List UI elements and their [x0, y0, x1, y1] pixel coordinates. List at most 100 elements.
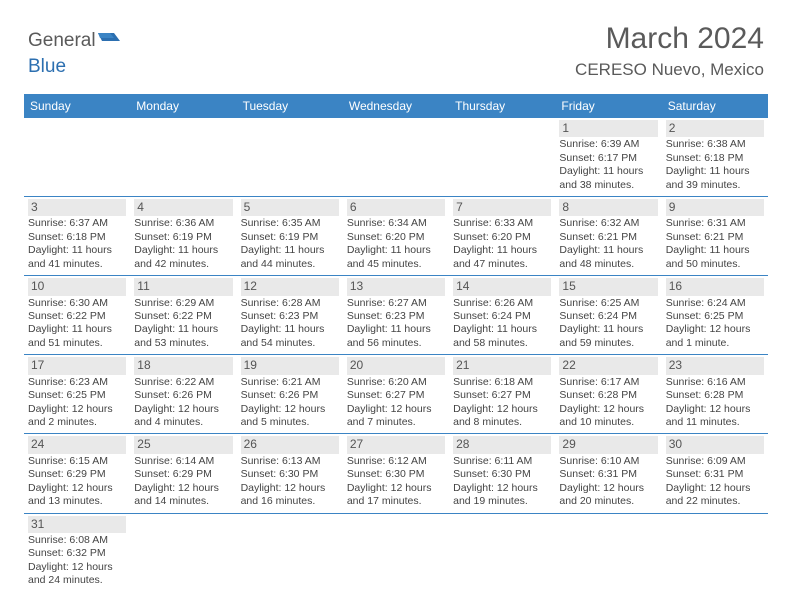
weekday-header: Friday [555, 94, 661, 118]
daylight-text: Daylight: 12 hours and 8 minutes. [453, 403, 551, 430]
sunrise-text: Sunrise: 6:10 AM [559, 455, 657, 468]
calendar-cell: 24Sunrise: 6:15 AMSunset: 6:29 PMDayligh… [24, 434, 130, 513]
sunrise-text: Sunrise: 6:26 AM [453, 297, 551, 310]
weekday-header: Thursday [449, 94, 555, 118]
calendar-row: 10Sunrise: 6:30 AMSunset: 6:22 PMDayligh… [24, 276, 768, 355]
daylight-text: Daylight: 11 hours and 48 minutes. [559, 244, 657, 271]
daylight-text: Daylight: 12 hours and 16 minutes. [241, 482, 339, 509]
calendar-cell [130, 118, 236, 197]
calendar-cell: 16Sunrise: 6:24 AMSunset: 6:25 PMDayligh… [662, 276, 768, 355]
weekday-header: Wednesday [343, 94, 449, 118]
sunrise-text: Sunrise: 6:09 AM [666, 455, 764, 468]
sunrise-text: Sunrise: 6:14 AM [134, 455, 232, 468]
calendar-cell: 28Sunrise: 6:11 AMSunset: 6:30 PMDayligh… [449, 434, 555, 513]
calendar-cell: 2Sunrise: 6:38 AMSunset: 6:18 PMDaylight… [662, 118, 768, 197]
day-number: 29 [559, 436, 657, 453]
calendar-body: 1Sunrise: 6:39 AMSunset: 6:17 PMDaylight… [24, 118, 768, 592]
calendar-cell: 12 Sunrise: 6:28 AMSunset: 6:23 PMDayligh… [237, 276, 343, 355]
calendar-cell: 13Sunrise: 6:27 AMSunset: 6:23 PMDayligh… [343, 276, 449, 355]
calendar-cell [237, 513, 343, 592]
calendar-cell [343, 513, 449, 592]
day-number: 9 [666, 199, 764, 216]
day-number: 10 [28, 278, 126, 295]
calendar-table: Sunday Monday Tuesday Wednesday Thursday… [24, 94, 768, 592]
sunset-text: Sunset: 6:24 PM [453, 310, 551, 323]
sunset-text: Sunset: 6:26 PM [134, 389, 232, 402]
day-number: 25 [134, 436, 232, 453]
calendar-cell: 8Sunrise: 6:32 AMSunset: 6:21 PMDaylight… [555, 197, 661, 276]
day-number: 30 [666, 436, 764, 453]
day-number: 27 [347, 436, 445, 453]
sunset-text: Sunset: 6:21 PM [666, 231, 764, 244]
header: General March 2024 CERESO Nuevo, Mexico [0, 0, 792, 88]
calendar-cell: 17Sunrise: 6:23 AMSunset: 6:25 PMDayligh… [24, 355, 130, 434]
daylight-text: Daylight: 12 hours and 5 minutes. [241, 403, 339, 430]
sunset-text: Sunset: 6:24 PM [559, 310, 657, 323]
daylight-text: Daylight: 12 hours and 13 minutes. [28, 482, 126, 509]
daylight-text: Daylight: 11 hours and 59 minutes. [559, 323, 657, 350]
day-number: 26 [241, 436, 339, 453]
daylight-text: Daylight: 12 hours and 11 minutes. [666, 403, 764, 430]
day-number: 20 [347, 357, 445, 374]
calendar-cell: 6Sunrise: 6:34 AMSunset: 6:20 PMDaylight… [343, 197, 449, 276]
sunrise-text: Sunrise: 6:37 AM [28, 217, 126, 230]
sunset-text: Sunset: 6:25 PM [28, 389, 126, 402]
sunset-text: Sunset: 6:29 PM [28, 468, 126, 481]
day-number: 12 [241, 278, 339, 295]
daylight-text: Daylight: 12 hours and 4 minutes. [134, 403, 232, 430]
daylight-text: Daylight: 11 hours and 44 minutes. [241, 244, 339, 271]
sunset-text: Sunset: 6:22 PM [134, 310, 232, 323]
calendar-cell: 29Sunrise: 6:10 AMSunset: 6:31 PMDayligh… [555, 434, 661, 513]
sunrise-text: Sunrise: 6:28 AM [241, 297, 339, 310]
daylight-text: Daylight: 12 hours and 24 minutes. [28, 561, 126, 588]
calendar-cell: 19Sunrise: 6:21 AMSunset: 6:26 PMDayligh… [237, 355, 343, 434]
daylight-text: Daylight: 11 hours and 56 minutes. [347, 323, 445, 350]
daylight-text: Daylight: 11 hours and 41 minutes. [28, 244, 126, 271]
title-block: March 2024 CERESO Nuevo, Mexico [575, 22, 764, 80]
sunrise-text: Sunrise: 6:23 AM [28, 376, 126, 389]
daylight-text: Daylight: 12 hours and 14 minutes. [134, 482, 232, 509]
sunset-text: Sunset: 6:20 PM [453, 231, 551, 244]
day-number: 22 [559, 357, 657, 374]
daylight-text: Daylight: 11 hours and 53 minutes. [134, 323, 232, 350]
calendar-cell: 9Sunrise: 6:31 AMSunset: 6:21 PMDaylight… [662, 197, 768, 276]
day-number: 3 [28, 199, 126, 216]
day-number: 8 [559, 199, 657, 216]
weekday-header-row: Sunday Monday Tuesday Wednesday Thursday… [24, 94, 768, 118]
sunset-text: Sunset: 6:31 PM [666, 468, 764, 481]
calendar-cell [343, 118, 449, 197]
calendar-cell: 23Sunrise: 6:16 AMSunset: 6:28 PMDayligh… [662, 355, 768, 434]
day-number: 23 [666, 357, 764, 374]
calendar-cell: 20Sunrise: 6:20 AMSunset: 6:27 PMDayligh… [343, 355, 449, 434]
brand-logo: General [28, 30, 120, 52]
sunset-text: Sunset: 6:23 PM [241, 310, 339, 323]
sunrise-text: Sunrise: 6:29 AM [134, 297, 232, 310]
day-number: 17 [28, 357, 126, 374]
calendar-cell [237, 118, 343, 197]
daylight-text: Daylight: 11 hours and 54 minutes. [241, 323, 339, 350]
sunrise-text: Sunrise: 6:24 AM [666, 297, 764, 310]
day-number: 16 [666, 278, 764, 295]
daylight-text: Daylight: 12 hours and 22 minutes. [666, 482, 764, 509]
calendar-cell: 11Sunrise: 6:29 AMSunset: 6:22 PMDayligh… [130, 276, 236, 355]
calendar-row: 3Sunrise: 6:37 AMSunset: 6:18 PMDaylight… [24, 197, 768, 276]
day-number: 13 [347, 278, 445, 295]
sunrise-text: Sunrise: 6:16 AM [666, 376, 764, 389]
calendar-cell: 3Sunrise: 6:37 AMSunset: 6:18 PMDaylight… [24, 197, 130, 276]
sunset-text: Sunset: 6:21 PM [559, 231, 657, 244]
sunset-text: Sunset: 6:32 PM [28, 547, 126, 560]
day-number: 21 [453, 357, 551, 374]
sunrise-text: Sunrise: 6:36 AM [134, 217, 232, 230]
daylight-text: Daylight: 11 hours and 38 minutes. [559, 165, 657, 192]
day-number: 1 [559, 120, 657, 137]
calendar-cell [662, 513, 768, 592]
weekday-header: Saturday [662, 94, 768, 118]
sunrise-text: Sunrise: 6:25 AM [559, 297, 657, 310]
day-number: 2 [666, 120, 764, 137]
calendar-cell: 18Sunrise: 6:22 AMSunset: 6:26 PMDayligh… [130, 355, 236, 434]
calendar-cell [24, 118, 130, 197]
sunset-text: Sunset: 6:27 PM [347, 389, 445, 402]
brand-word-2: Blue [28, 56, 66, 77]
sunrise-text: Sunrise: 6:21 AM [241, 376, 339, 389]
sunset-text: Sunset: 6:27 PM [453, 389, 551, 402]
